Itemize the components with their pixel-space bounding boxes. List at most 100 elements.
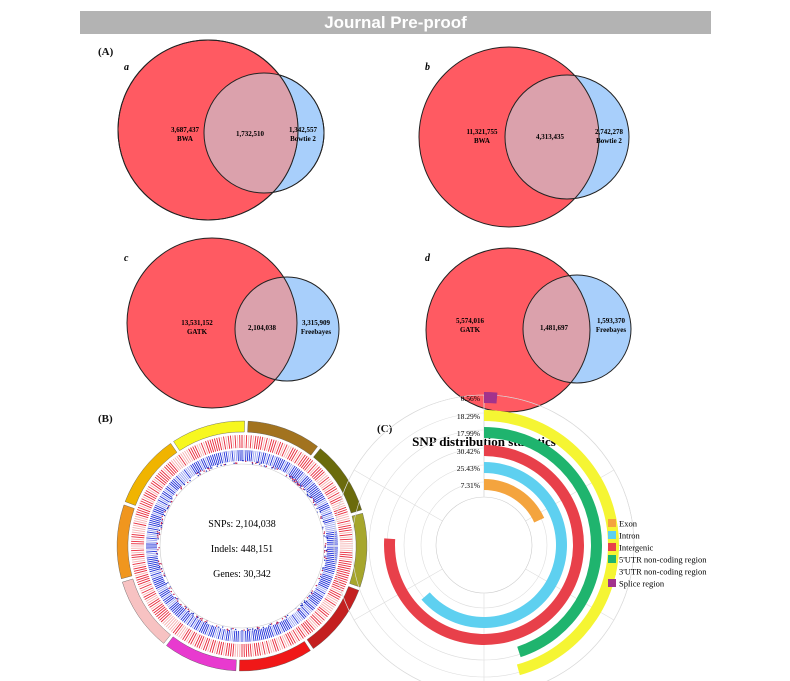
circos-red-tick [135, 573, 149, 579]
circos-blue-tick [146, 557, 158, 561]
circos-blue-tick [165, 487, 175, 495]
circos-red-tick [213, 640, 219, 654]
circos-blue-tick [303, 603, 313, 613]
circos-dot [291, 476, 294, 479]
circos-blue-tick [223, 451, 227, 463]
circos-red-tick [323, 599, 335, 608]
circos-blue-tick [326, 533, 338, 536]
circos-dot [209, 467, 212, 469]
circos-red-tick [180, 453, 189, 465]
circos-dot [274, 468, 276, 470]
circos-red-tick [310, 466, 320, 477]
circos-blue-tick [146, 552, 158, 555]
circos-red-tick [287, 447, 294, 460]
circos-blue-tick [317, 584, 328, 591]
circos-blue-tick [152, 576, 164, 582]
circos-blue-tick [160, 591, 171, 598]
circos-red-tick [137, 509, 150, 515]
radial-bar-1 [421, 462, 567, 628]
circos-red-tick [232, 643, 235, 657]
circos-red-tick [336, 569, 350, 575]
circos-red-tick [275, 441, 282, 455]
circos-dot [285, 616, 287, 618]
circos-blue-tick [160, 494, 171, 501]
circos-red-tick [164, 466, 174, 477]
circos-blue-tick [324, 523, 336, 528]
circos-red-tick [339, 538, 353, 541]
circos-red-tick [145, 490, 158, 498]
circos-red-tick [251, 643, 255, 657]
circos-red-tick [265, 438, 271, 452]
circos-blue-tick [298, 474, 307, 484]
circos-red-tick [279, 443, 286, 456]
circos-red-tick [339, 555, 353, 559]
circos-blue-tick [146, 539, 158, 542]
circos-red-tick [335, 573, 349, 579]
circos-red-tick [311, 468, 322, 478]
legend-label: Intron [619, 531, 641, 541]
circos-blue-tick [321, 575, 333, 580]
circos-blue-tick [311, 594, 322, 602]
circos-dot [187, 608, 189, 611]
circos-red-tick [169, 461, 179, 473]
circos-blue-tick [198, 621, 205, 633]
circos-red-tick [176, 455, 185, 467]
circos-red-tick [178, 626, 187, 638]
circos-red-tick [255, 436, 259, 450]
circos-red-tick [253, 435, 257, 449]
circos-blue-tick [307, 484, 317, 493]
circos-red-tick [236, 435, 239, 449]
circos-blue-tick [219, 452, 224, 464]
circos-blue-tick [271, 455, 276, 467]
circos-red-tick [220, 642, 225, 656]
circos-blue-tick [167, 484, 177, 493]
legend-label: Intergenic [619, 543, 654, 553]
circos-blue-tick [324, 564, 336, 569]
circos-red-tick [205, 441, 211, 454]
venn-b-left-name: BWA [474, 137, 490, 145]
circos-red-tick [314, 611, 325, 621]
circos-blue-tick [293, 469, 301, 479]
circos-red-tick [157, 609, 169, 619]
circos-dot [315, 504, 317, 506]
circos-blue-tick [311, 490, 322, 498]
circos-blue-tick [274, 457, 280, 468]
venn-a-overlap [204, 73, 298, 193]
circos-dot [189, 479, 191, 482]
circos-red-tick [174, 457, 184, 469]
circos-red-tick [330, 498, 343, 505]
circos-blue-tick [326, 552, 338, 555]
circos-red-tick [319, 604, 331, 614]
circos-blue-tick [266, 627, 271, 639]
circos-red-tick [247, 643, 250, 657]
circos-blue-tick [197, 621, 204, 632]
circos-blue-tick [291, 468, 299, 478]
circos-blue-tick [170, 602, 180, 611]
circos-red-tick [223, 642, 227, 656]
circos-red-tick [190, 447, 197, 460]
circos-blue-tick [149, 570, 161, 575]
venn-d-left-count: 5,574,016 [456, 317, 485, 325]
venn-c-right-count: 3,315,909 [302, 319, 331, 327]
circos-red-tick [149, 484, 161, 493]
circos-red-tick [317, 474, 328, 484]
circos-red-tick [331, 585, 344, 592]
circos-red-tick [159, 611, 170, 621]
circos-red-tick [332, 504, 346, 511]
circos-dot [301, 603, 303, 605]
circos-blue-tick [186, 466, 194, 477]
circos-dot [254, 629, 257, 631]
circos-dot [217, 463, 219, 466]
circos-red-tick [186, 630, 194, 643]
circos-red-tick [267, 640, 273, 654]
circos-blue-tick [147, 527, 159, 531]
circos-scatter-track [156, 460, 329, 632]
venn-d-right-name: Freebayes [596, 326, 626, 334]
circos-red-tick [253, 643, 257, 657]
circos-red-tick [307, 618, 317, 629]
circos-blue-tick [297, 610, 306, 619]
circos-red-tick [131, 540, 145, 543]
circos-red-tick [277, 636, 284, 650]
circos-red-tick [200, 442, 207, 456]
circos-blue-tick [294, 470, 302, 480]
